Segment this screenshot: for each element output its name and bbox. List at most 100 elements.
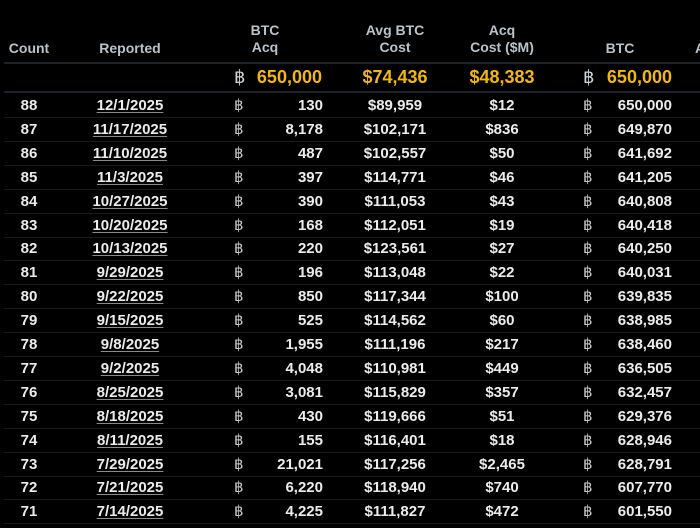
- total-avg-cost: $74,436: [362, 67, 428, 87]
- count-cell: 88: [20, 97, 38, 114]
- header-btc[interactable]: BTC: [605, 40, 635, 56]
- bitcoin-icon: ฿: [583, 240, 593, 258]
- header-avg-btc-cost[interactable]: Avg BTC Cost: [345, 22, 445, 56]
- reported-date-link[interactable]: 10/20/2025: [92, 216, 168, 234]
- bitcoin-icon: ฿: [234, 359, 244, 377]
- acq-cost-cell: $27: [489, 240, 515, 258]
- bitcoin-icon: ฿: [234, 192, 244, 210]
- avg-cost-cell: $119,666: [364, 407, 426, 425]
- btc-acq-cell: 155: [297, 431, 323, 449]
- table-row: 85 11/3/2025 ฿ 397 $114,771 $46 ฿ 641,205: [0, 166, 700, 190]
- avg-cost-cell: $123,561: [363, 240, 427, 258]
- btc-acq-cell: 4,225: [285, 503, 323, 521]
- total-acq-cost: $48,383: [469, 67, 535, 87]
- bitcoin-icon: ฿: [234, 455, 244, 473]
- header-acq-cost[interactable]: Acq Cost ($M): [452, 22, 552, 56]
- reported-date-link[interactable]: 11/17/2025: [92, 120, 168, 138]
- table-row: 86 11/10/2025 ฿ 487 $102,557 $50 ฿ 641,692: [0, 142, 700, 166]
- row-divider: [4, 475, 700, 477]
- btc-cell: 641,205: [617, 168, 672, 186]
- bitcoin-icon: ฿: [583, 312, 593, 330]
- row-divider: [4, 379, 700, 381]
- totals-row: ฿ 650,000 $74,436 $48,383 ฿ 650,000: [0, 66, 700, 90]
- count-cell: 85: [20, 168, 38, 186]
- table-row: 76 8/25/2025 ฿ 3,081 $115,829 $357 ฿ 632,457: [0, 381, 700, 405]
- avg-cost-cell: $114,771: [364, 168, 426, 186]
- bitcoin-icon: ฿: [583, 144, 593, 162]
- bitcoin-icon: ฿: [234, 479, 244, 497]
- btc-acq-cell: 397: [297, 168, 323, 186]
- reported-date-link[interactable]: 8/25/2025: [96, 383, 164, 401]
- reported-date-link[interactable]: 7/21/2025: [96, 479, 164, 497]
- row-divider: [4, 117, 700, 118]
- acq-cost-cell: $22: [489, 264, 515, 282]
- reported-date-link[interactable]: 11/3/2025: [97, 168, 163, 186]
- bitcoin-icon: ฿: [234, 503, 244, 521]
- count-cell: 84: [20, 192, 38, 210]
- avg-cost-cell: $116,401: [364, 431, 426, 449]
- bitcoin-icon: ฿: [583, 67, 595, 87]
- reported-date-link[interactable]: 8/11/2025: [97, 431, 163, 449]
- btc-acq-cell: 220: [297, 240, 323, 258]
- reported-date-link[interactable]: 7/29/2025: [96, 455, 164, 473]
- header-count[interactable]: Count: [8, 40, 50, 56]
- avg-cost-cell: $89,959: [367, 97, 423, 114]
- reported-date-link[interactable]: 10/27/2025: [92, 192, 168, 210]
- row-divider: [4, 332, 700, 334]
- count-cell: 75: [20, 407, 38, 425]
- row-divider: [4, 284, 700, 286]
- row-divider: [4, 356, 700, 357]
- avg-cost-cell: $112,051: [364, 216, 426, 234]
- count-cell: 78: [20, 336, 38, 353]
- btc-acq-cell: 196: [297, 264, 323, 282]
- row-divider: [4, 188, 700, 190]
- bitcoin-icon: ฿: [234, 120, 244, 138]
- reported-date-link[interactable]: 7/14/2025: [96, 503, 164, 521]
- reported-date-link[interactable]: 9/8/2025: [100, 336, 160, 353]
- acq-cost-cell: $50: [489, 144, 515, 162]
- table-row: 78 9/8/2025 ฿ 1,955 $111,196 $217 ฿ 638,460: [0, 333, 700, 357]
- btc-cell: 639,835: [617, 288, 672, 306]
- reported-date-link[interactable]: 12/1/2025: [96, 97, 164, 114]
- header-divider: [4, 62, 700, 64]
- btc-acq-cell: 487: [297, 144, 323, 162]
- avg-cost-cell: $117,256: [364, 455, 426, 473]
- header-line: BTC: [250, 22, 280, 38]
- acq-cost-cell: $740: [485, 479, 519, 497]
- bitcoin-icon: ฿: [234, 288, 244, 306]
- avg-cost-cell: $110,981: [364, 359, 426, 377]
- reported-date-link[interactable]: 9/22/2025: [96, 288, 164, 306]
- btc-cell: 640,250: [617, 240, 672, 258]
- count-cell: 76: [20, 383, 38, 401]
- avg-cost-cell: $111,196: [364, 336, 426, 353]
- btc-cell: 650,000: [617, 97, 672, 114]
- reported-date-link[interactable]: 9/2/2025: [100, 359, 160, 377]
- btc-cell: 632,457: [617, 383, 672, 401]
- reported-date-link[interactable]: 9/15/2025: [96, 312, 164, 330]
- bitcoin-icon: ฿: [583, 455, 593, 473]
- table-row: 82 10/13/2025 ฿ 220 $123,561 $27 ฿ 640,250: [0, 237, 700, 262]
- bitcoin-icon: ฿: [234, 407, 244, 425]
- btc-acq-cell: 430: [297, 407, 323, 425]
- reported-date-link[interactable]: 9/29/2025: [96, 264, 164, 282]
- header-btc-acq[interactable]: BTC Acq: [230, 22, 300, 56]
- bitcoin-icon: ฿: [234, 336, 244, 353]
- avg-cost-cell: $102,557: [363, 144, 427, 162]
- btc-cell: 628,946: [617, 431, 672, 449]
- bitcoin-icon: ฿: [583, 192, 593, 210]
- table-row: 79 9/15/2025 ฿ 525 $114,562 $60 ฿ 638,985: [0, 309, 700, 334]
- count-cell: 77: [20, 359, 38, 377]
- table-row: 88 12/1/2025 ฿ 130 $89,959 $12 ฿ 650,000: [0, 94, 700, 118]
- reported-date-link[interactable]: 11/10/2025: [92, 144, 168, 162]
- header-next-partial[interactable]: A: [690, 40, 700, 57]
- header-line: Cost ($M): [470, 39, 534, 55]
- btc-cell: 638,985: [617, 312, 672, 330]
- row-divider: [4, 308, 700, 310]
- header-reported[interactable]: Reported: [99, 40, 161, 56]
- reported-date-link[interactable]: 8/18/2025: [96, 407, 164, 425]
- btc-acq-cell: 3,081: [285, 383, 323, 401]
- table-row: 84 10/27/2025 ฿ 390 $111,053 $43 ฿ 640,808: [0, 190, 700, 214]
- row-divider: [4, 499, 700, 501]
- bitcoin-icon: ฿: [583, 168, 593, 186]
- reported-date-link[interactable]: 10/13/2025: [92, 240, 168, 258]
